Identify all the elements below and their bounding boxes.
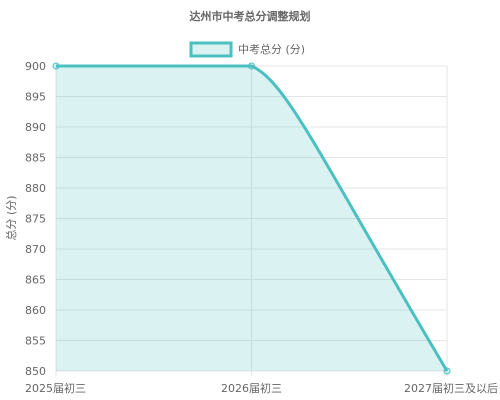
y-tick-label: 875 bbox=[25, 213, 46, 226]
legend[interactable]: 中考总分 (分) bbox=[189, 41, 305, 58]
data-point[interactable] bbox=[248, 62, 255, 70]
y-tick-labels: 900 895 890 885 880 875 870 865 860 855 850 bbox=[25, 60, 46, 378]
series-line bbox=[56, 64, 449, 372]
x-tick-labels: 2025届初三 2026届初三 2027届初三及以后 bbox=[25, 381, 498, 395]
y-tick-label: 850 bbox=[25, 365, 46, 378]
y-tick-label: 855 bbox=[25, 335, 46, 348]
legend-swatch[interactable] bbox=[189, 41, 233, 58]
y-tick-label: 860 bbox=[25, 304, 46, 317]
x-tick-label: 2025届初三 bbox=[25, 381, 86, 395]
y-tick-label: 870 bbox=[25, 243, 46, 256]
y-tick-label: 895 bbox=[25, 91, 46, 104]
data-point[interactable] bbox=[443, 367, 451, 375]
series-area-fill bbox=[56, 66, 447, 371]
y-tick-label: 885 bbox=[25, 152, 46, 165]
legend-label[interactable]: 中考总分 (分) bbox=[238, 42, 305, 56]
y-tick-label: 880 bbox=[25, 182, 46, 195]
data-points bbox=[52, 62, 451, 375]
chart-title: 达州市中考总分调整规划 bbox=[190, 9, 311, 23]
y-tick-label: 865 bbox=[25, 274, 46, 287]
grid-lines bbox=[55, 65, 448, 376]
x-tick-label: 2027届初三及以后 bbox=[404, 381, 498, 395]
y-tick-label: 900 bbox=[25, 60, 46, 73]
y-axis-title: 总分 (分) bbox=[4, 195, 18, 240]
x-tick-label: 2026届初三 bbox=[221, 381, 282, 395]
data-point[interactable] bbox=[52, 62, 60, 70]
y-tick-label: 890 bbox=[25, 121, 46, 134]
